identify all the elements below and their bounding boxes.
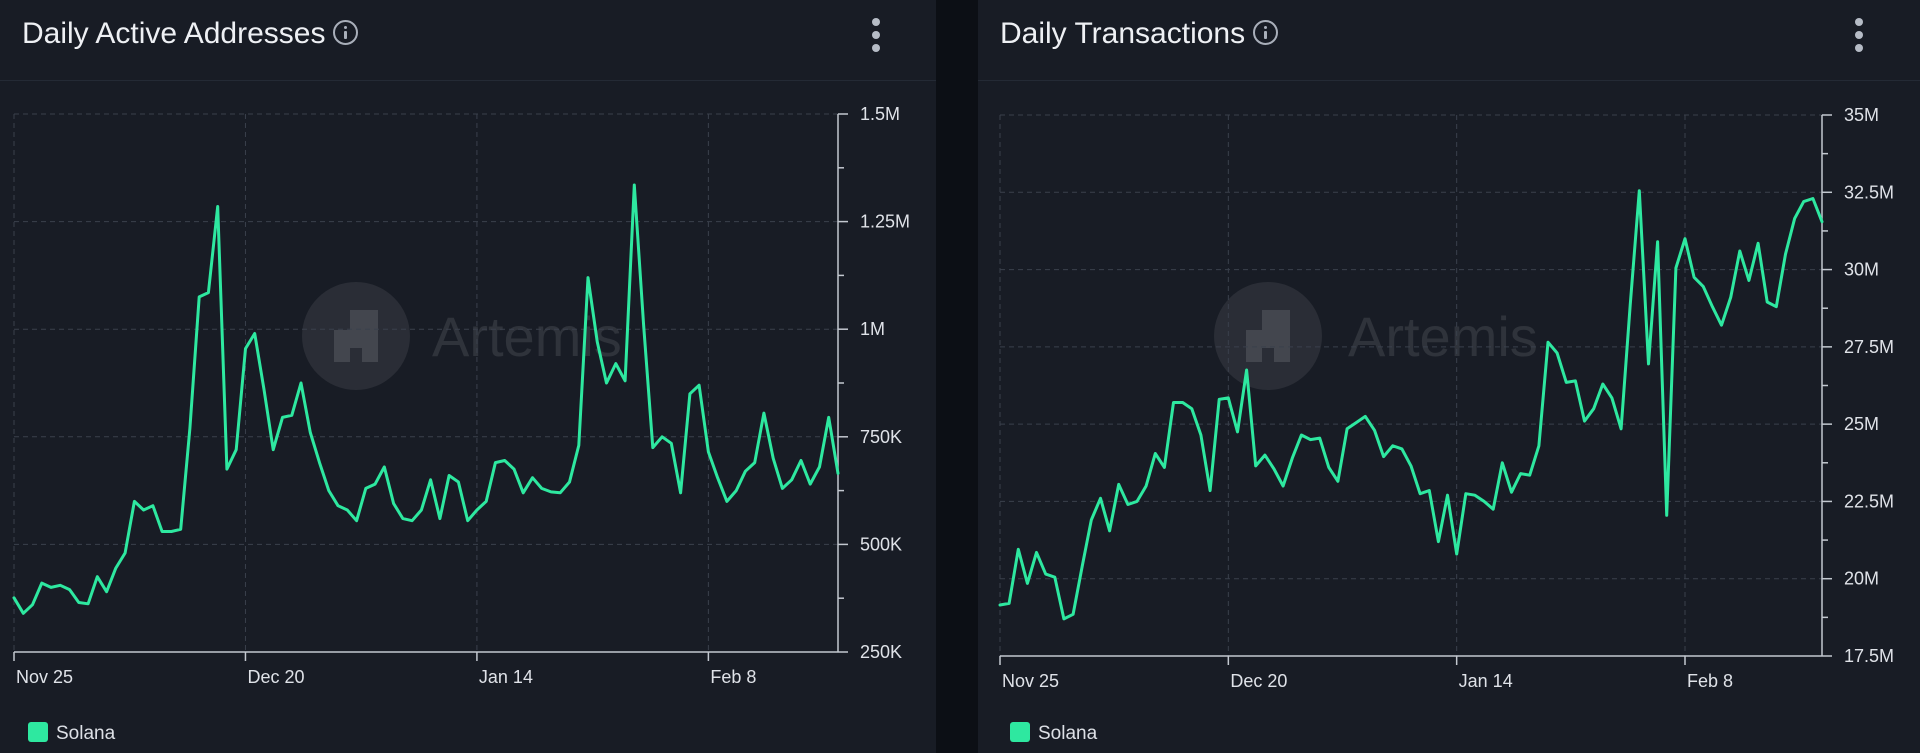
y-tick-label: 25M — [1844, 414, 1879, 434]
solana-series-line[interactable] — [998, 189, 1824, 621]
y-tick-label: 500K — [860, 534, 902, 554]
active-addresses-chart: Artemis 250K 500K 750K 1M 1.25M 1.5M Nov 25 Dec … — [12, 104, 910, 687]
more-options-icon[interactable] — [1852, 18, 1866, 52]
panel-title-text: Daily Transactions — [1000, 17, 1246, 50]
y-tick-label: 32.5M — [1844, 182, 1894, 202]
more-options-icon[interactable] — [869, 18, 883, 52]
watermark-text: Artemis — [1348, 305, 1538, 368]
y-tick-label: 750K — [860, 427, 902, 447]
y-tick-label: 20M — [1844, 569, 1879, 589]
x-tick-label: Nov 25 — [1002, 671, 1059, 691]
y-tick-label: 35M — [1844, 105, 1879, 125]
legend-label: Solana — [1038, 723, 1098, 744]
x-tick-label: Dec 20 — [1230, 671, 1287, 691]
info-icon[interactable] — [1253, 19, 1279, 45]
chart-legend[interactable]: Solana — [28, 722, 115, 746]
panel-header: Daily Active Addresses — [0, 0, 936, 81]
transactions-panel: Daily Transactions Artemis 17.5M 20M 22.5M 2… — [978, 0, 1920, 753]
panel-title: Daily Active Addresses — [22, 14, 359, 54]
legend-swatch — [1010, 722, 1030, 742]
x-tick-label: Jan 14 — [1459, 671, 1513, 691]
x-tick-label: Jan 14 — [479, 667, 533, 687]
info-icon[interactable] — [333, 19, 359, 45]
legend-label: Solana — [56, 723, 116, 744]
chart-legend[interactable]: Solana — [1010, 722, 1097, 746]
y-tick-label: 1.5M — [860, 104, 900, 124]
solana-series-line[interactable] — [12, 183, 840, 615]
transactions-chart: Artemis 17.5M 20M 22.5M 25M 27.5M 30M 32.5M 35M N… — [998, 105, 1894, 691]
panel-title-text: Daily Active Addresses — [22, 17, 326, 50]
y-tick-label: 30M — [1844, 260, 1879, 280]
watermark-logo — [302, 282, 410, 390]
y-tick-label: 17.5M — [1844, 646, 1894, 666]
x-tick-label: Feb 8 — [710, 667, 756, 687]
y-tick-label: 1.25M — [860, 212, 910, 232]
y-tick-label: 27.5M — [1844, 337, 1894, 357]
x-tick-label: Nov 25 — [16, 667, 73, 687]
y-tick-label: 250K — [860, 642, 902, 662]
legend-swatch — [28, 722, 48, 742]
watermark-logo — [1214, 282, 1322, 390]
x-tick-label: Dec 20 — [247, 667, 304, 687]
panel-title: Daily Transactions — [1000, 14, 1279, 54]
panel-header: Daily Transactions — [978, 0, 1920, 81]
y-tick-label: 22.5M — [1844, 491, 1894, 511]
watermark-text: Artemis — [432, 305, 622, 368]
active-addresses-panel: Daily Active Addresses Artemis 250K 500K 75… — [0, 0, 936, 753]
x-tick-label: Feb 8 — [1687, 671, 1733, 691]
y-tick-label: 1M — [860, 319, 885, 339]
